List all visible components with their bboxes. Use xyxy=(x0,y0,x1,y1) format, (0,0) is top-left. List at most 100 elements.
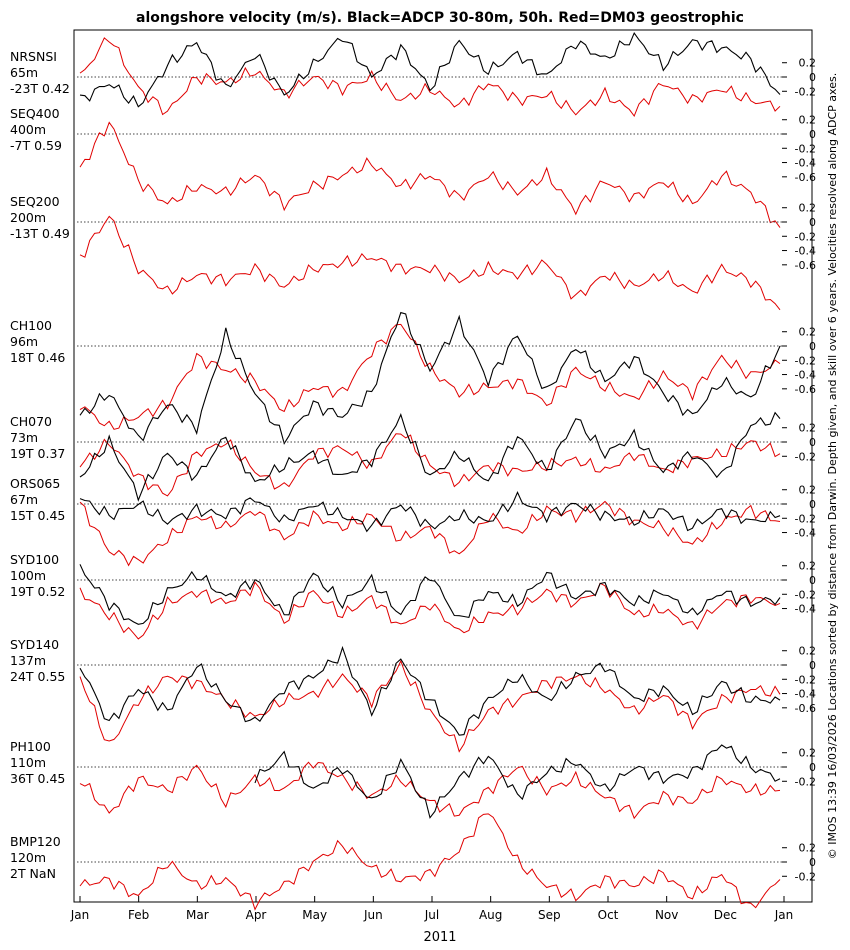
y-tick-label: 0.2 xyxy=(799,645,817,658)
y-tick-label: -0.2 xyxy=(795,870,816,883)
y-tick-label: -0.2 xyxy=(795,142,816,155)
y-tick-label: 0 xyxy=(809,761,816,774)
x-tick-label: Apr xyxy=(246,908,267,922)
x-tick-label: Oct xyxy=(598,908,619,922)
x-axis: Jan Feb Mar Apr May Jun Jul Aug Sep Oct Nov Dec Jan xyxy=(70,896,794,922)
station-depth: 400m xyxy=(10,122,46,137)
y-tick-label: 0 xyxy=(809,128,816,141)
y-tick-label: 0.2 xyxy=(799,560,817,573)
y-tick-label: 0 xyxy=(809,574,816,587)
station-site: SEQ400 xyxy=(10,106,60,121)
y-tick-label: -0.4 xyxy=(795,157,816,170)
x-tick-label: Dec xyxy=(714,908,737,922)
station-depth: 137m xyxy=(10,653,46,668)
y-tick-label: -0.2 xyxy=(795,450,816,463)
x-tick-label: Jun xyxy=(363,908,383,922)
series-adcp xyxy=(79,31,781,108)
panel-seq200: SEQ200 200m-13T 0.49 0.20-0.2 -0.4-0.6 xyxy=(10,194,817,311)
station-stats: -7T 0.59 xyxy=(10,138,62,153)
series-adcp xyxy=(79,411,781,502)
station-site: SEQ200 xyxy=(10,194,60,209)
y-tick-label: 0.2 xyxy=(799,202,817,215)
station-site: CH100 xyxy=(10,318,52,333)
y-tick-label: 0 xyxy=(809,340,816,353)
station-site: SYD100 xyxy=(10,552,59,567)
y-tick-label: 0 xyxy=(809,659,816,672)
series-adcp xyxy=(254,744,781,819)
station-stats: 19T 0.52 xyxy=(10,584,65,599)
series-geostrophic xyxy=(79,659,781,753)
panel-nrsnsi: NRSNSI 65m-23T 0.42 0.20-0.2 xyxy=(10,31,817,118)
x-tick-label: May xyxy=(302,908,327,922)
y-tick-label: -0.6 xyxy=(795,259,816,272)
y-tick-label: -0.4 xyxy=(795,603,816,616)
x-tick-label: Jan xyxy=(70,908,90,922)
x-tick-label: Aug xyxy=(479,908,502,922)
y-tick-label: 0.2 xyxy=(799,747,817,760)
series-geostrophic xyxy=(79,215,781,311)
station-site: CH070 xyxy=(10,414,52,429)
x-tick-label: Jan xyxy=(774,908,794,922)
x-axis-label: 2011 xyxy=(423,930,456,945)
y-tick-label: -0.6 xyxy=(795,702,816,715)
y-tick-label: 0.2 xyxy=(799,114,817,127)
station-site: NRSNSI xyxy=(10,49,57,64)
station-stats: -23T 0.42 xyxy=(10,81,70,96)
y-tick-label: 0 xyxy=(809,216,816,229)
station-stats: 36T 0.45 xyxy=(10,771,65,786)
station-depth: 100m xyxy=(10,568,46,583)
y-tick-label: -0.2 xyxy=(795,588,816,601)
y-tick-label: 0 xyxy=(809,436,816,449)
y-tick-label: 0 xyxy=(809,856,816,869)
x-tick-label: Feb xyxy=(128,908,149,922)
station-stats: -13T 0.49 xyxy=(10,226,70,241)
chart-title: alongshore velocity (m/s). Black=ADCP 30… xyxy=(136,10,744,26)
series-geostrophic xyxy=(79,121,781,228)
series-geostrophic xyxy=(79,37,781,118)
station-stats: 19T 0.37 xyxy=(10,446,65,461)
station-depth: 73m xyxy=(10,430,38,445)
station-stats: 24T 0.55 xyxy=(10,669,65,684)
series-geostrophic xyxy=(79,813,781,911)
series-geostrophic xyxy=(79,433,781,497)
station-stats: 18T 0.46 xyxy=(10,350,65,365)
plot-frame xyxy=(73,29,813,903)
side-note: © IMOS 13:39 16/03/2026 Locations sorted… xyxy=(826,73,839,859)
series-geostrophic xyxy=(79,500,781,567)
y-tick-label: -0.2 xyxy=(795,512,816,525)
y-tick-label: 0 xyxy=(809,498,816,511)
series-geostrophic xyxy=(79,761,781,820)
y-tick-label: -0.2 xyxy=(795,85,816,98)
y-tick-label: -0.4 xyxy=(795,688,816,701)
y-tick-label: -0.4 xyxy=(795,527,816,540)
y-tick-label: 0.2 xyxy=(799,422,817,435)
x-tick-label: Sep xyxy=(538,908,561,922)
station-depth: 120m xyxy=(10,850,46,865)
y-tick-label: -0.2 xyxy=(795,354,816,367)
y-tick-label: 0 xyxy=(809,71,816,84)
station-site: BMP120 xyxy=(10,834,61,849)
y-tick-label: 0.2 xyxy=(799,57,817,70)
station-depth: 110m xyxy=(10,755,46,770)
station-site: ORS065 xyxy=(10,476,60,491)
series-adcp xyxy=(79,491,781,533)
y-tick-label: -0.2 xyxy=(795,673,816,686)
series-adcp xyxy=(79,564,781,625)
series-adcp xyxy=(79,645,781,736)
y-tick-label: -0.2 xyxy=(795,230,816,243)
series-geostrophic xyxy=(79,581,781,640)
y-tick-label: -0.4 xyxy=(795,245,816,258)
y-tick-label: -0.4 xyxy=(795,369,816,382)
station-site: SYD140 xyxy=(10,637,59,652)
y-tick-label: 0.2 xyxy=(799,326,817,339)
y-tick-label: -0.6 xyxy=(795,383,816,396)
y-tick-label: -0.6 xyxy=(795,171,816,184)
